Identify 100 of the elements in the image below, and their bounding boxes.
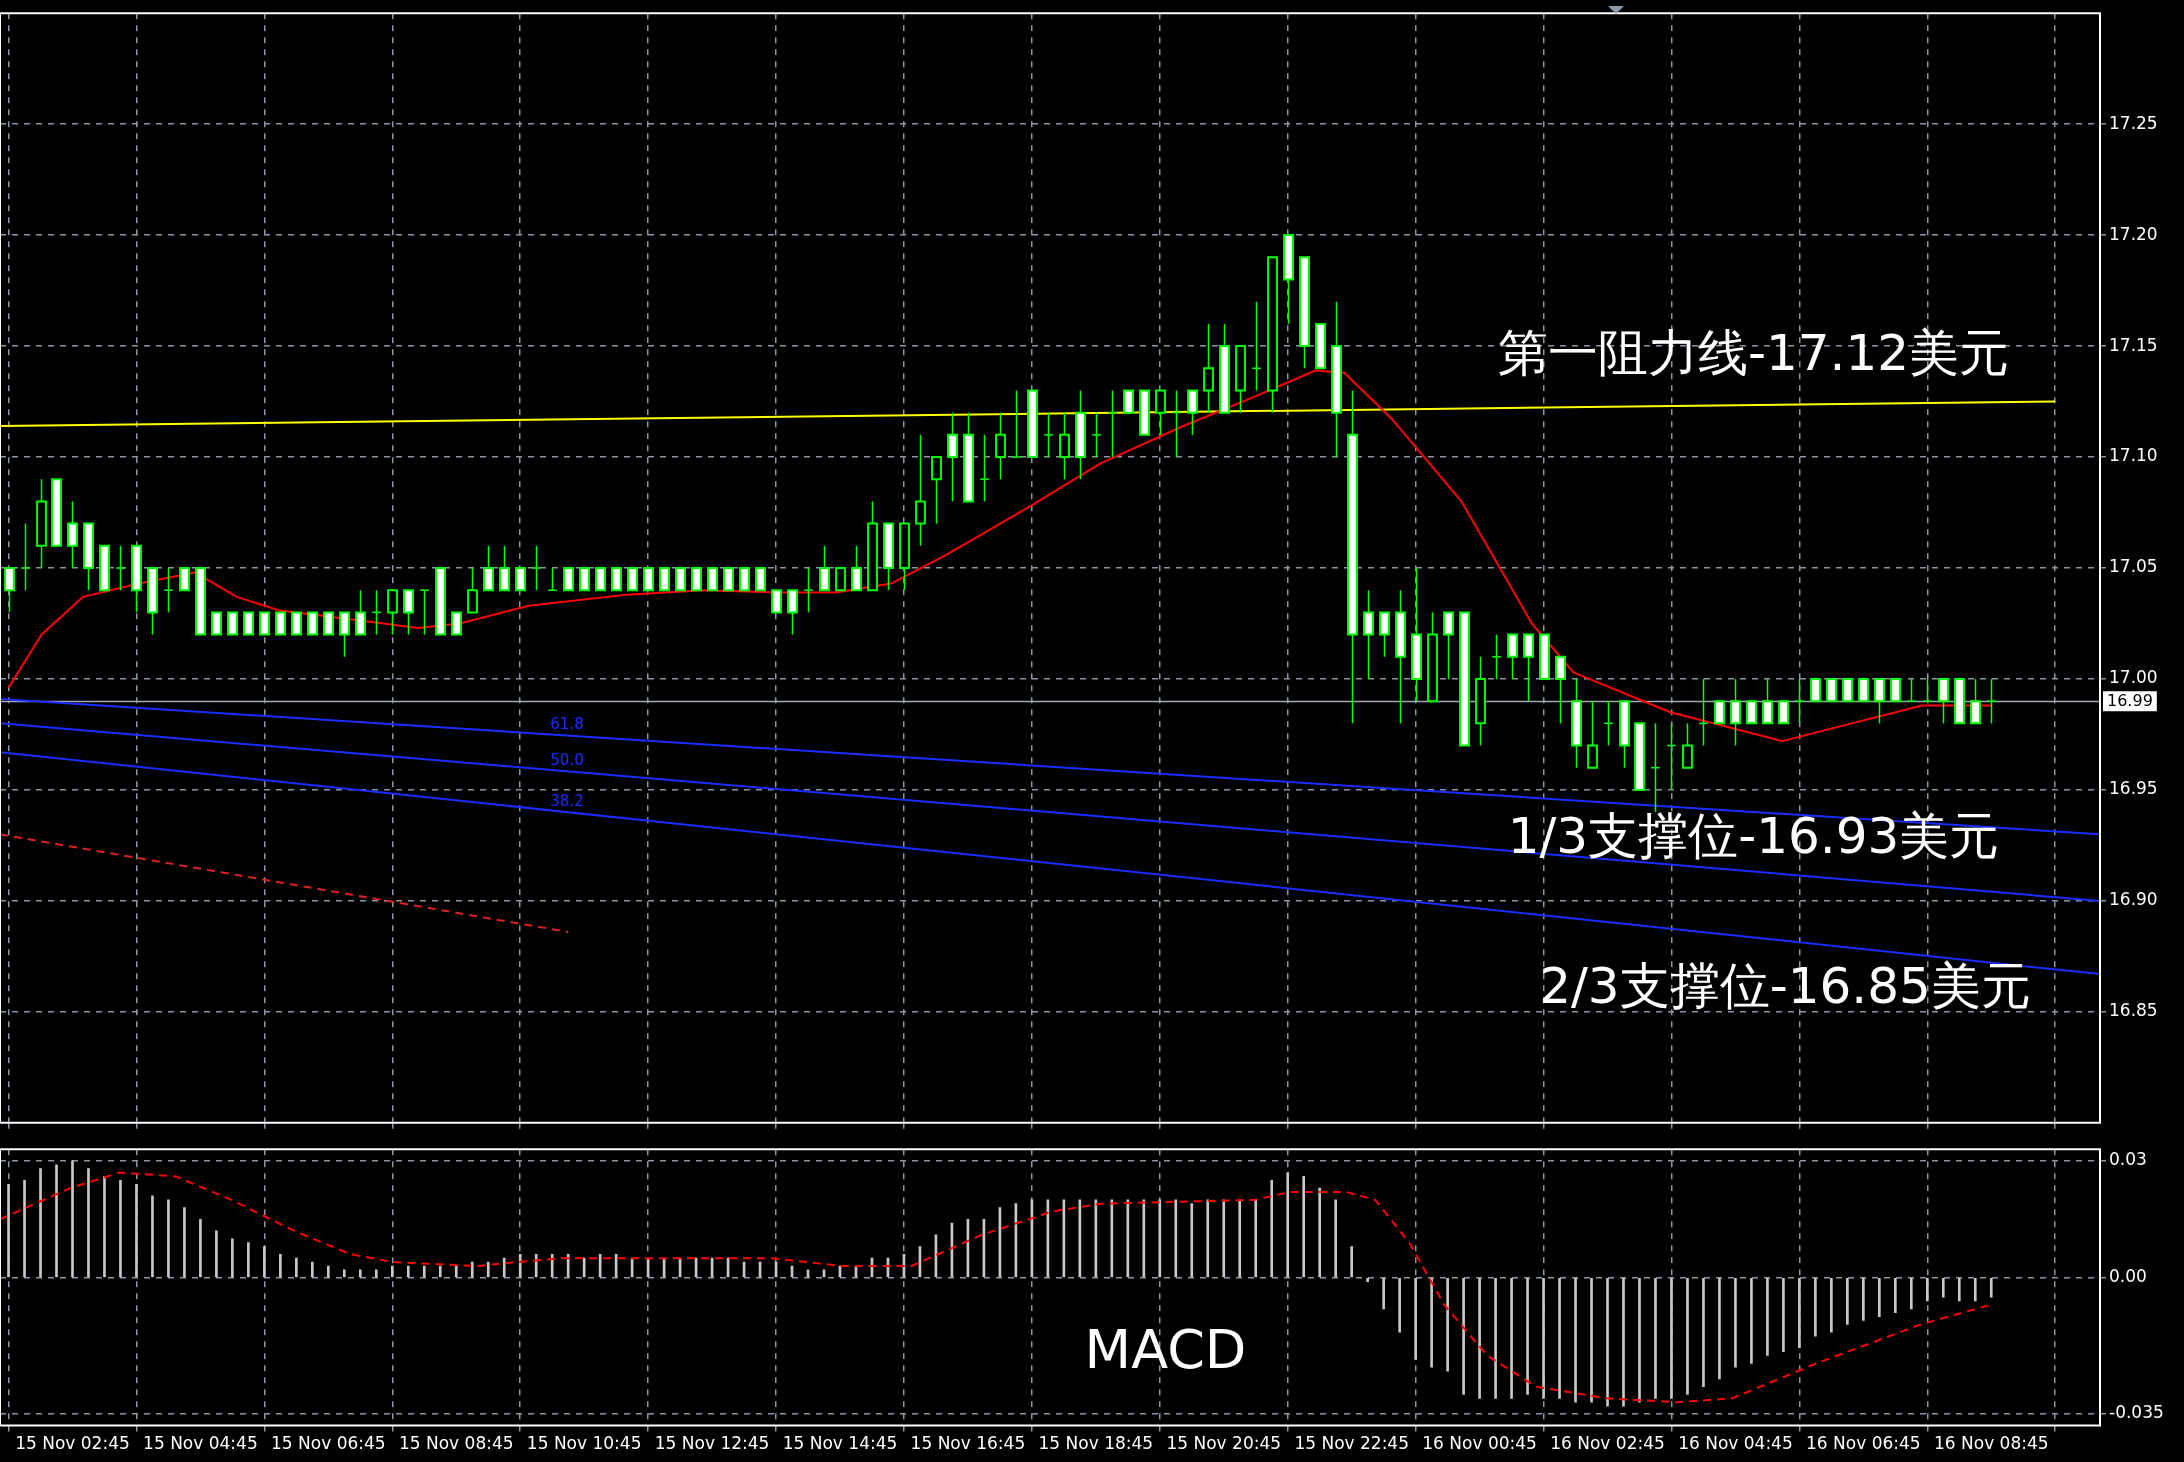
bar <box>87 1168 90 1278</box>
bar <box>1158 1199 1162 1278</box>
bar <box>470 1261 474 1278</box>
bar <box>1382 1278 1385 1310</box>
candlestick <box>1986 678 1997 725</box>
bar <box>1494 1278 1497 1399</box>
bar <box>422 1265 426 1278</box>
bar <box>1590 1278 1593 1403</box>
y-tick-label: 0.00 <box>2109 1266 2147 1287</box>
bar <box>1798 1278 1801 1349</box>
bar <box>1414 1278 1417 1360</box>
bar <box>23 1180 26 1278</box>
bar <box>1190 1203 1194 1278</box>
x-tick-label: 16 Nov 04:45 <box>1678 1433 1793 1454</box>
bar <box>438 1265 442 1278</box>
bar <box>1989 1278 1993 1298</box>
bar <box>1206 1199 1210 1278</box>
bar <box>199 1218 202 1278</box>
candlestick <box>531 545 542 591</box>
bar <box>183 1207 186 1278</box>
bar <box>1622 1278 1625 1407</box>
candlestick <box>1906 678 1917 702</box>
annotation: 第一阻力线-17.12美元 <box>1497 324 2010 383</box>
bar <box>71 1160 74 1278</box>
bar <box>1334 1199 1338 1278</box>
bar <box>1574 1278 1577 1403</box>
bar <box>7 1183 10 1278</box>
x-tick-label: 15 Nov 02:45 <box>15 1433 130 1454</box>
bar <box>119 1180 122 1278</box>
bar <box>1782 1278 1785 1352</box>
bar <box>1254 1199 1258 1278</box>
bar <box>518 1253 522 1278</box>
candlestick <box>115 545 126 591</box>
bar <box>167 1199 170 1278</box>
bar <box>502 1257 506 1278</box>
series-label: 50.0 <box>550 750 584 769</box>
x-tick-label: 15 Nov 04:45 <box>143 1433 258 1454</box>
bar <box>406 1265 410 1278</box>
y-tick-label: 17.20 <box>2109 223 2158 244</box>
series-label: 61.8 <box>550 714 584 733</box>
x-tick-label: 15 Nov 22:45 <box>1294 1433 1409 1454</box>
bar <box>1142 1199 1146 1278</box>
x-tick-label: 15 Nov 20:45 <box>1166 1433 1282 1454</box>
bar <box>1126 1199 1130 1278</box>
bar <box>1925 1278 1929 1302</box>
bar <box>1718 1278 1721 1380</box>
bar <box>1302 1176 1306 1278</box>
bar <box>327 1265 330 1278</box>
bar <box>1686 1278 1689 1395</box>
bar <box>1174 1199 1178 1278</box>
candlestick <box>1890 677 1901 703</box>
candlestick <box>1922 678 1933 702</box>
ref-line-label: 16.99 <box>2107 691 2153 711</box>
candlestick <box>1011 389 1022 458</box>
candlestick <box>1858 677 1869 703</box>
bar <box>374 1269 378 1278</box>
x-tick-label: 15 Nov 12:45 <box>654 1433 770 1454</box>
bar <box>247 1242 250 1278</box>
bar <box>1654 1278 1657 1399</box>
y-tick-label: 17.00 <box>2109 667 2158 688</box>
x-tick-label: 15 Nov 06:45 <box>271 1433 386 1454</box>
bar <box>1366 1278 1369 1282</box>
bar <box>342 1269 346 1278</box>
bar <box>311 1261 314 1278</box>
y-tick-label: 17.10 <box>2109 445 2158 466</box>
bar <box>263 1246 266 1278</box>
candlestick <box>1091 411 1102 458</box>
bar <box>1941 1278 1945 1298</box>
bar <box>1398 1278 1401 1333</box>
bar <box>1750 1278 1753 1364</box>
bar <box>550 1253 554 1278</box>
candlestick <box>1491 633 1502 680</box>
y-tick-label: 17.25 <box>2109 112 2158 133</box>
candlestick <box>20 522 31 591</box>
bar <box>1318 1187 1322 1278</box>
bar <box>1110 1199 1114 1278</box>
bar <box>454 1265 458 1278</box>
bar <box>231 1238 234 1278</box>
bar <box>1558 1278 1561 1399</box>
candlestick <box>979 434 990 503</box>
bar <box>1478 1278 1481 1399</box>
bar <box>1606 1278 1609 1407</box>
bar <box>358 1269 362 1278</box>
bar <box>279 1253 282 1278</box>
candlestick <box>1826 677 1837 703</box>
y-tick-label: 17.05 <box>2109 556 2158 577</box>
y-tick-label: 17.15 <box>2109 334 2158 355</box>
bar <box>1973 1278 1977 1302</box>
y-tick-label: 16.90 <box>2109 889 2158 910</box>
bar <box>1862 1278 1865 1321</box>
bar <box>390 1265 394 1278</box>
x-tick-label: 15 Nov 08:45 <box>398 1433 514 1454</box>
bar <box>1766 1278 1769 1356</box>
bar <box>1286 1172 1290 1278</box>
x-tick-label: 15 Nov 14:45 <box>782 1433 898 1454</box>
bar <box>1814 1278 1817 1337</box>
bar <box>55 1164 58 1278</box>
bar <box>534 1253 538 1278</box>
candlestick <box>547 567 558 591</box>
y-tick-label: 16.85 <box>2109 1000 2158 1021</box>
